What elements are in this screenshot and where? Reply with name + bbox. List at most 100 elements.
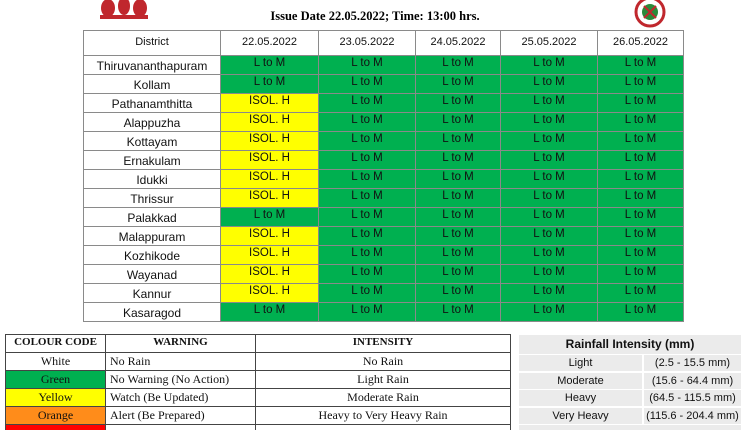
forecast-cell: L to M (220, 74, 319, 94)
forecast-cell: ISOL. H (220, 93, 319, 113)
intensity: Light Rain (255, 370, 511, 389)
column-header: 25.05.2022 (500, 30, 598, 56)
forecast-cell: ISOL. H (220, 169, 319, 189)
rainfall-category: Very Heavy (518, 406, 643, 425)
forecast-cell: L to M (415, 264, 501, 284)
district: Kozhikode (83, 245, 221, 265)
forecast-cell: L to M (415, 131, 501, 151)
forecast-cell: ISOL. H (220, 112, 319, 132)
forecast-cell: L to M (597, 74, 684, 94)
forecast-cell: L to M (318, 188, 416, 208)
forecast-cell: L to M (597, 207, 684, 227)
forecast-cell: L to M (500, 169, 598, 189)
forecast-cell: ISOL. H (220, 283, 319, 303)
rainfall-row-partial (518, 424, 742, 430)
colour-code: Green (5, 370, 106, 389)
forecast-cell: L to M (500, 131, 598, 151)
forecast-cell: L to M (500, 150, 598, 170)
forecast-cell: L to M (597, 112, 684, 132)
forecast-cell: L to M (415, 207, 501, 227)
forecast-cell: ISOL. H (220, 226, 319, 246)
forecast-cell: L to M (318, 207, 416, 227)
warning: Watch (Be Updated) (105, 388, 256, 407)
forecast-cell: L to M (415, 74, 501, 94)
forecast-cell: L to M (318, 226, 416, 246)
forecast-cell: L to M (415, 245, 501, 265)
forecast-cell: L to M (318, 55, 416, 75)
forecast-cell: L to M (597, 93, 684, 113)
forecast-cell: L to M (318, 131, 416, 151)
forecast-cell: L to M (415, 188, 501, 208)
logos (100, 0, 666, 28)
forecast-cell: L to M (318, 169, 416, 189)
forecast-cell: L to M (318, 245, 416, 265)
forecast-cell: L to M (597, 245, 684, 265)
rainfall-category: Light (518, 354, 643, 372)
warning: Alert (Be Prepared) (105, 406, 256, 425)
district: Alappuzha (83, 112, 221, 132)
district: Thrissur (83, 188, 221, 208)
warning: No Rain (105, 352, 256, 371)
district: Malappuram (83, 226, 221, 246)
forecast-cell: L to M (415, 55, 501, 75)
district: Kannur (83, 283, 221, 303)
colour-code: White (5, 352, 106, 371)
forecast-cell: L to M (220, 302, 319, 322)
colour-code (5, 424, 106, 430)
forecast-cell: L to M (597, 55, 684, 75)
forecast-cell: L to M (500, 188, 598, 208)
colour-code: Orange (5, 406, 106, 425)
rainfall-title: Rainfall Intensity (mm) (518, 334, 742, 355)
rainfall-category: Heavy (518, 389, 643, 407)
forecast-cell: L to M (500, 112, 598, 132)
column-header: 23.05.2022 (318, 30, 416, 56)
forecast-cell: L to M (597, 302, 684, 322)
district: Palakkad (83, 207, 221, 227)
warning: No Warning (No Action) (105, 370, 256, 389)
district: Ernakulam (83, 150, 221, 170)
district: Kottayam (83, 131, 221, 151)
intensity: Moderate Rain (255, 388, 511, 407)
forecast-cell: ISOL. H (220, 245, 319, 265)
intensity: No Rain (255, 352, 511, 371)
legend-header: COLOUR CODE (5, 334, 106, 353)
rainfall-range: (115.6 - 204.4 mm) (643, 406, 742, 425)
forecast-cell: ISOL. H (220, 131, 319, 151)
column-header: 26.05.2022 (597, 30, 684, 56)
rainfall-category: Moderate (518, 371, 643, 390)
district: Kasaragod (83, 302, 221, 322)
forecast-cell: L to M (415, 283, 501, 303)
forecast-cell: L to M (597, 131, 684, 151)
column-header: 22.05.2022 (220, 30, 319, 56)
forecast-cell: L to M (415, 302, 501, 322)
forecast-cell: L to M (415, 226, 501, 246)
district: Pathanamthitta (83, 93, 221, 113)
issue-line: Issue Date 22.05.2022; Time: 13:00 hrs. (270, 9, 480, 23)
forecast-cell: L to M (500, 74, 598, 94)
forecast-cell: ISOL. H (220, 264, 319, 284)
forecast-cell: L to M (500, 55, 598, 75)
column-header: 24.05.2022 (415, 30, 501, 56)
forecast-cell: L to M (318, 150, 416, 170)
forecast-cell: L to M (597, 283, 684, 303)
forecast-cell: L to M (597, 264, 684, 284)
district: Kollam (83, 74, 221, 94)
colour-code: Yellow (5, 388, 106, 407)
forecast-cell: L to M (415, 112, 501, 132)
legend-header: WARNING (105, 334, 256, 353)
intensity: Heavy to Very Heavy Rain (255, 406, 511, 425)
forecast-cell: L to M (220, 55, 319, 75)
forecast-cell: L to M (318, 283, 416, 303)
forecast-cell: L to M (318, 112, 416, 132)
forecast-cell: L to M (415, 93, 501, 113)
forecast-cell: L to M (415, 169, 501, 189)
forecast-cell: L to M (500, 245, 598, 265)
forecast-cell: L to M (597, 169, 684, 189)
district: Wayanad (83, 264, 221, 284)
forecast-cell: L to M (415, 150, 501, 170)
forecast-cell: L to M (500, 226, 598, 246)
rainfall-range: (15.6 - 64.4 mm) (643, 371, 742, 390)
forecast-cell: L to M (220, 207, 319, 227)
right-logo (634, 0, 666, 28)
intensity (255, 424, 511, 430)
